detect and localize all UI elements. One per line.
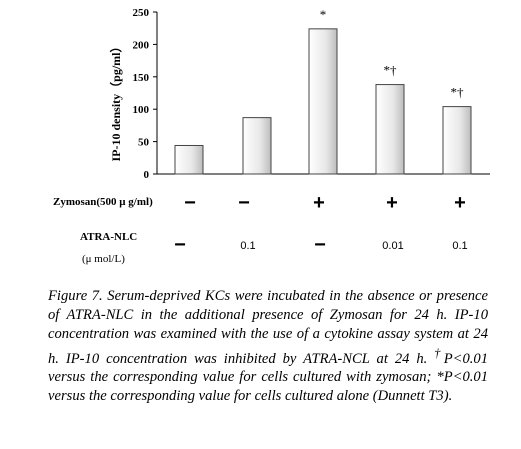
zymosan-value: + bbox=[313, 192, 325, 214]
significance-label: *† bbox=[384, 63, 398, 78]
caption-text-end: P<0.01 versus the corresponding value fo… bbox=[48, 350, 488, 405]
significance-label: *† bbox=[451, 85, 465, 100]
zymosan-value: − bbox=[184, 192, 196, 214]
y-tick-label: 150 bbox=[133, 72, 150, 84]
significance-label: * bbox=[320, 7, 327, 22]
atra-row: ATRA-NLC − 0.1 − 0.01 0.1 bbox=[0, 231, 521, 256]
zymosan-value: + bbox=[386, 192, 398, 214]
y-tick-label: 100 bbox=[133, 104, 150, 116]
y-tick-label: 250 bbox=[133, 7, 150, 19]
zymosan-row: Zymosan(500 μ g/ml) − − + + + bbox=[0, 193, 521, 215]
atra-label: ATRA-NLC bbox=[80, 231, 138, 243]
caption-text: Serum-deprived KCs were incubated in the… bbox=[48, 288, 489, 367]
y-tick-label: 200 bbox=[133, 39, 150, 51]
atra-value: 0.1 bbox=[240, 240, 256, 252]
y-axis-title: IP-10 density（pg/ml） bbox=[108, 40, 123, 161]
atra-value: 0.01 bbox=[382, 240, 404, 252]
y-tick-label: 50 bbox=[138, 137, 150, 149]
data-labels: * *† *† bbox=[320, 7, 464, 100]
dagger-mark: † bbox=[434, 345, 444, 360]
bar bbox=[308, 28, 338, 175]
atra-unit-label: (μ mol/L) bbox=[82, 253, 125, 265]
figure-number: Figure 7. bbox=[48, 288, 103, 304]
bar bbox=[242, 117, 272, 175]
bars bbox=[174, 28, 472, 175]
y-axis: 0 50 100 150 200 250 bbox=[133, 7, 490, 181]
bar bbox=[442, 106, 472, 175]
atra-value: − bbox=[314, 234, 326, 256]
figure-caption: Figure 7. Serum-deprived KCs were incuba… bbox=[48, 287, 488, 406]
zymosan-label: Zymosan(500 μ g/ml) bbox=[53, 196, 153, 208]
atra-value: 0.1 bbox=[452, 240, 468, 252]
y-tick-label: 0 bbox=[144, 169, 150, 181]
atra-value: − bbox=[174, 234, 186, 256]
zymosan-value: − bbox=[238, 192, 250, 214]
zymosan-value: + bbox=[454, 192, 466, 214]
bar-chart: IP-10 density（pg/ml） 0 50 100 150 200 250 * *†… bbox=[108, 7, 490, 181]
bar bbox=[174, 144, 204, 175]
bar bbox=[375, 84, 405, 175]
